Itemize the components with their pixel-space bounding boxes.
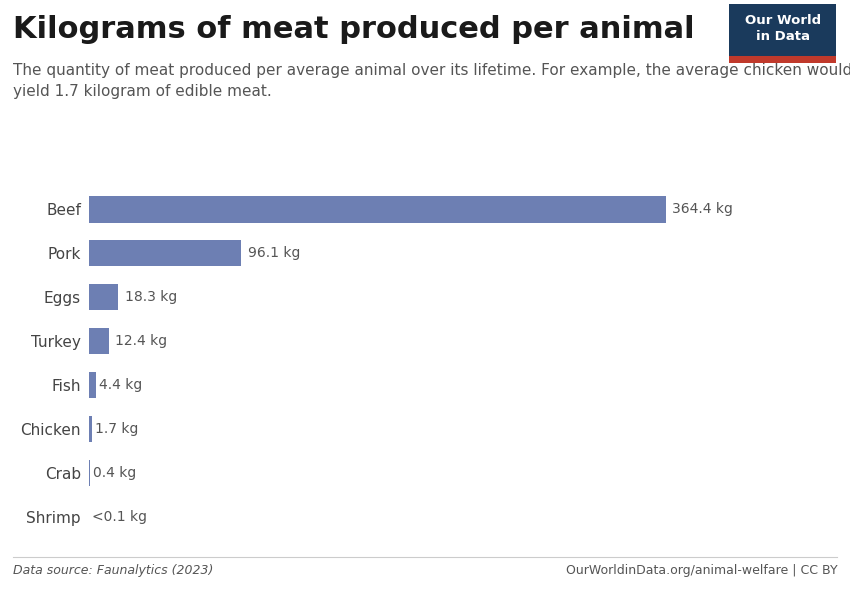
Bar bbox=[89, 372, 96, 398]
Text: Our World
in Data: Our World in Data bbox=[745, 14, 821, 43]
Bar bbox=[89, 284, 118, 310]
Text: 0.4 kg: 0.4 kg bbox=[93, 466, 136, 480]
Text: Kilograms of meat produced per animal: Kilograms of meat produced per animal bbox=[13, 15, 694, 44]
Text: 4.4 kg: 4.4 kg bbox=[99, 378, 143, 392]
Text: The quantity of meat produced per average animal over its lifetime. For example,: The quantity of meat produced per averag… bbox=[13, 63, 850, 99]
Text: 96.1 kg: 96.1 kg bbox=[247, 246, 300, 260]
Bar bbox=[89, 240, 241, 266]
Bar bbox=[89, 416, 92, 442]
Text: 364.4 kg: 364.4 kg bbox=[672, 202, 733, 217]
Text: Data source: Faunalytics (2023): Data source: Faunalytics (2023) bbox=[13, 564, 213, 577]
Bar bbox=[89, 196, 666, 223]
Text: 18.3 kg: 18.3 kg bbox=[124, 290, 177, 304]
Text: 1.7 kg: 1.7 kg bbox=[95, 422, 139, 436]
Text: 12.4 kg: 12.4 kg bbox=[116, 334, 167, 348]
Text: <0.1 kg: <0.1 kg bbox=[93, 509, 148, 524]
Text: OurWorldinData.org/animal-welfare | CC BY: OurWorldinData.org/animal-welfare | CC B… bbox=[565, 564, 837, 577]
Bar bbox=[89, 328, 109, 354]
